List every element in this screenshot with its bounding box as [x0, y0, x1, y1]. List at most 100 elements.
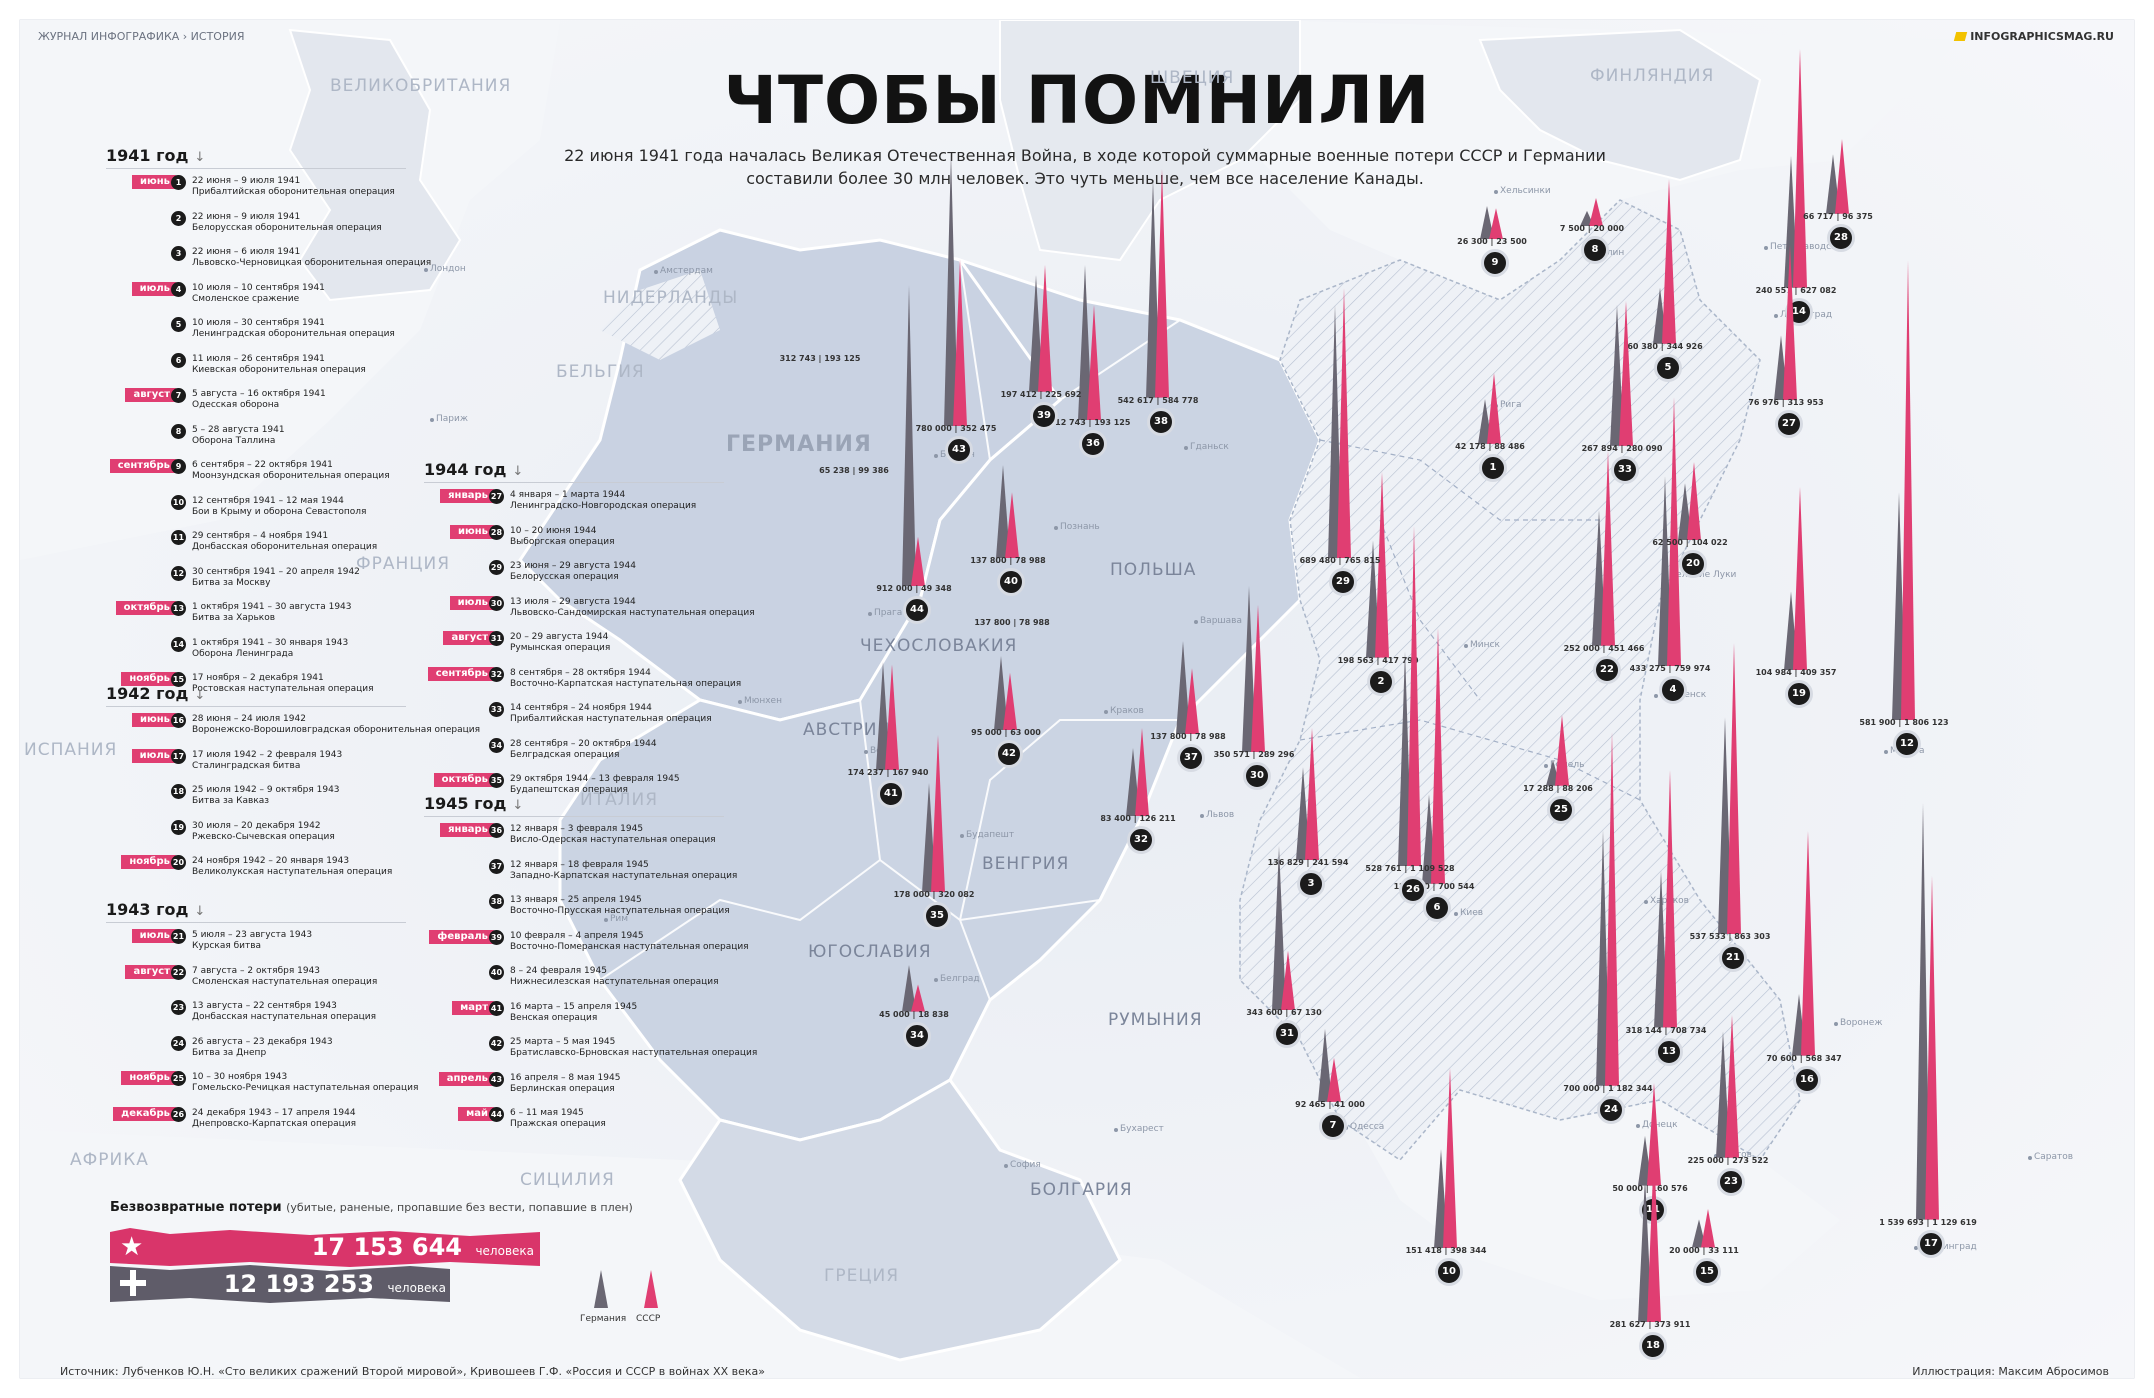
battle-number-badge[interactable]: 6	[1423, 894, 1451, 922]
battle-number-badge[interactable]: 5	[1654, 354, 1682, 382]
breadcrumb[interactable]: ЖУРНАЛ ИНФОГРАФИКА › ИСТОРИЯ	[38, 30, 245, 43]
ussr-loss-spike	[1305, 727, 1319, 860]
battle-number-badge[interactable]: 35	[923, 902, 951, 930]
event-text: 12 сентября 1941 – 12 мая 1944 Бои в Крым…	[192, 496, 366, 518]
battle-number-badge[interactable]: 15	[1693, 1258, 1721, 1286]
year-label: 1941 год	[106, 146, 189, 165]
battle-number-badge[interactable]: 34	[903, 1022, 931, 1050]
city-label: Варшава	[1194, 616, 1242, 626]
battle-number-badge[interactable]: 37	[1177, 744, 1205, 772]
battle-spike	[1296, 727, 1319, 860]
battle-number-badge[interactable]: 29	[1329, 568, 1357, 596]
event-number: 23	[171, 1000, 186, 1015]
battle-spike	[1638, 1083, 1661, 1186]
event-name: Венская операция	[510, 1012, 598, 1023]
battle-spike	[1596, 732, 1619, 1086]
event-name: Львовско-Черновицкая оборонительная опер…	[192, 258, 432, 268]
battle-number-badge[interactable]: 40	[997, 568, 1025, 596]
ussr-loss-spike	[1038, 265, 1052, 392]
battle-spike	[1658, 397, 1681, 666]
country-label: СИЦИЛИЯ	[520, 1170, 615, 1190]
battle-number-badge[interactable]: 1	[1479, 454, 1507, 482]
germany-loss-spike	[1716, 1031, 1730, 1158]
battle-number-badge[interactable]: 4	[1659, 676, 1687, 704]
battle-number-badge[interactable]: 20	[1679, 550, 1707, 578]
month-tag: июнь	[450, 524, 496, 539]
battle-number-badge[interactable]: 43	[945, 436, 973, 464]
battle-number-badge[interactable]: 7	[1319, 1112, 1347, 1140]
ussr-loss-spike	[1327, 1057, 1341, 1102]
event-name: Битва за Москву	[192, 577, 271, 588]
event-name: Бои в Крыму и оборона Севастополя	[192, 506, 367, 517]
battle-spike	[1718, 642, 1741, 934]
battle-number-badge[interactable]: 8	[1581, 236, 1609, 264]
site-link[interactable]: INFOGRAPHICSMAG.RU	[1953, 30, 2114, 43]
event-number: 42	[489, 1036, 504, 1051]
ussr-loss-spike	[1663, 770, 1677, 1028]
battle-number-badge[interactable]: 9	[1481, 249, 1509, 277]
battle-number-badge[interactable]: 33	[1611, 456, 1639, 484]
event-text: 12 января – 3 февраля 1945 Висло-Одерская…	[510, 824, 716, 846]
battle-number-badge[interactable]: 12	[1893, 730, 1921, 758]
event-name: Сталинградская битва	[192, 760, 301, 771]
battle-number-badge[interactable]: 24	[1597, 1096, 1625, 1124]
battle-number-badge[interactable]: 23	[1717, 1168, 1745, 1196]
battle-number-badge[interactable]: 44	[903, 596, 931, 624]
battle-number-badge[interactable]: 42	[995, 740, 1023, 768]
event-number: 24	[171, 1035, 186, 1051]
battle-number-badge[interactable]: 41	[877, 780, 905, 808]
arrow-down-icon: ↓	[194, 904, 206, 919]
battle-number-badge[interactable]: 36	[1079, 430, 1107, 458]
battle-number-badge[interactable]: 17	[1917, 1230, 1945, 1258]
battle-number-badge[interactable]: 32	[1127, 826, 1155, 854]
year-rule	[424, 482, 724, 483]
city-label: Одесса	[1343, 1122, 1385, 1132]
battle-number-badge[interactable]: 10	[1435, 1258, 1463, 1286]
ussr-loss-spike	[1727, 642, 1741, 934]
battle-number-badge[interactable]: 27	[1775, 410, 1803, 438]
battle-number-badge[interactable]: 31	[1273, 1020, 1301, 1048]
battle-spike	[1653, 179, 1676, 344]
event-name: Курская битва	[192, 941, 262, 951]
battle-number-badge[interactable]: 38	[1147, 408, 1175, 436]
battle-number-badge[interactable]: 30	[1243, 762, 1271, 790]
battle-loss-label: 312 743 | 193 125	[1049, 418, 1131, 427]
battle-loss-label: 70 600 | 568 347	[1766, 1054, 1842, 1063]
battle-loss-label: 95 000 | 63 000	[971, 728, 1041, 737]
battle-number-badge[interactable]: 39	[1030, 402, 1058, 430]
ussr-loss-spike	[1375, 472, 1389, 658]
ussr-loss-spike	[1667, 397, 1681, 666]
event-date: 20 – 29 августа 1944	[510, 632, 609, 642]
ussr-loss-spike	[911, 536, 925, 586]
event-date: 4 января – 1 марта 1944	[510, 490, 626, 500]
battle-loss-label: 178 000 | 320 082	[893, 890, 975, 899]
battle-number-badge[interactable]: 28	[1827, 224, 1855, 252]
star-icon: ★	[120, 1232, 144, 1262]
event-name: Оборона Ленинграда	[192, 648, 294, 659]
battle-loss-label: 62 500 | 104 022	[1652, 538, 1728, 547]
event-date: 22 июня – 9 июля 1941	[192, 176, 301, 186]
battle-number-badge[interactable]: 2	[1367, 668, 1395, 696]
battle-number-badge[interactable]: 18	[1639, 1332, 1667, 1360]
battle-number-badge[interactable]: 25	[1547, 796, 1575, 824]
battle-number-badge[interactable]: 3	[1297, 870, 1325, 898]
city-label: Краков	[1104, 706, 1144, 716]
event-name: Смоленская наступательная операция	[192, 976, 378, 987]
city-label: Мюнхен	[738, 696, 782, 706]
battle-number-badge[interactable]: 21	[1719, 944, 1747, 972]
event-number: 31	[489, 631, 504, 646]
ussr-loss-spike	[1793, 486, 1807, 670]
germany-loss-spike	[902, 284, 916, 586]
battle-number-badge[interactable]: 13	[1655, 1038, 1683, 1066]
battle-spike	[1146, 169, 1169, 398]
battle-loss-label: 581 900 | 1 806 123	[1859, 718, 1949, 727]
event-date: 17 ноября – 2 декабря 1941	[192, 673, 324, 683]
event-number: 7	[171, 388, 186, 403]
battle-number-badge[interactable]: 19	[1785, 680, 1813, 708]
arrow-down-icon: ↓	[194, 150, 206, 165]
event-name: Битва за Днепр	[192, 1047, 267, 1058]
battle-number-badge[interactable]: 26	[1399, 876, 1427, 904]
event-date: 5 июля – 23 августа 1943	[192, 930, 313, 940]
battle-number-badge[interactable]: 16	[1793, 1066, 1821, 1094]
battle-number-badge[interactable]: 22	[1593, 656, 1621, 684]
